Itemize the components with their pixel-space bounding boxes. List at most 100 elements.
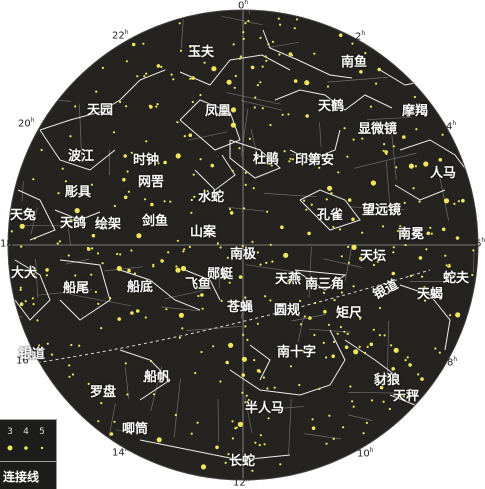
star (305, 209, 307, 211)
label-luopan: 罗盘 (90, 381, 116, 400)
hour-label-14: 14h (112, 446, 129, 458)
star (262, 107, 264, 109)
label-wangyuanjing: 望远镜 (362, 199, 401, 218)
star (239, 275, 243, 279)
star (267, 43, 269, 45)
star (69, 135, 71, 137)
star (337, 333, 339, 335)
star (371, 399, 373, 401)
star (235, 75, 237, 77)
label-jianyu: 剑鱼 (142, 210, 168, 229)
star (202, 308, 204, 310)
star (307, 232, 311, 236)
star (384, 334, 386, 336)
star (184, 135, 186, 137)
star (245, 172, 247, 174)
hour-label-10: 10h (357, 447, 374, 459)
star (312, 418, 314, 420)
star (265, 60, 267, 62)
star (36, 319, 38, 321)
star (264, 295, 266, 297)
star (333, 438, 335, 440)
star (127, 269, 131, 273)
star (232, 170, 234, 172)
star (284, 150, 286, 152)
star (328, 415, 330, 417)
star (337, 171, 339, 173)
star (444, 198, 449, 203)
star (344, 127, 346, 129)
label-yindian: 印第安 (295, 149, 334, 168)
label-dujuan: 杜鹃 (253, 148, 279, 167)
star (239, 58, 241, 60)
star (142, 43, 144, 45)
star (405, 244, 407, 246)
star (231, 420, 233, 422)
label-nanyu: 南鱼 (341, 51, 367, 70)
star (100, 402, 102, 404)
star (442, 228, 446, 232)
star (225, 361, 229, 365)
label-diaoju: 彫具 (65, 181, 91, 200)
star (189, 133, 193, 137)
star (349, 385, 351, 387)
star (272, 41, 274, 43)
star (348, 262, 350, 264)
star (423, 161, 428, 166)
star (157, 103, 159, 105)
star (160, 259, 164, 263)
star (193, 196, 195, 198)
star (122, 178, 126, 182)
star (183, 248, 185, 250)
star (271, 261, 273, 263)
legend-dot-5 (41, 447, 43, 449)
label-yuangui: 圆规 (274, 299, 300, 318)
legend-mag-5: 5 (34, 427, 50, 437)
star (192, 101, 194, 103)
legend-star-dots (0, 440, 56, 460)
star (439, 352, 441, 354)
star (227, 80, 232, 85)
star (110, 432, 114, 436)
star (150, 203, 154, 207)
star (180, 50, 182, 52)
star (189, 246, 191, 248)
star (283, 253, 288, 258)
star (326, 443, 328, 445)
label-chuanfan: 船帆 (144, 366, 170, 385)
star (246, 339, 248, 341)
star (288, 160, 290, 162)
star (119, 101, 121, 103)
star (461, 199, 465, 203)
star (11, 230, 13, 232)
star (238, 422, 243, 427)
star (33, 303, 35, 305)
label-tiantan: 天坛 (360, 245, 386, 264)
star (127, 170, 129, 172)
star (113, 421, 115, 423)
star (314, 302, 316, 304)
star (419, 201, 421, 203)
star (163, 161, 167, 165)
star (227, 257, 229, 259)
star (249, 138, 251, 140)
star (318, 388, 320, 390)
star (339, 33, 343, 37)
star (136, 309, 140, 313)
label-yindao-left: 银道 (19, 343, 45, 362)
star (220, 246, 222, 248)
star (330, 192, 332, 194)
star (304, 80, 309, 85)
star (279, 24, 281, 26)
star (157, 64, 161, 68)
star (145, 316, 147, 318)
star (420, 377, 424, 381)
star (442, 134, 444, 136)
star (257, 251, 259, 253)
star (268, 417, 270, 419)
star (91, 247, 93, 249)
star (453, 203, 455, 205)
star (458, 200, 460, 202)
hour-label-0: 0h (238, 0, 248, 11)
